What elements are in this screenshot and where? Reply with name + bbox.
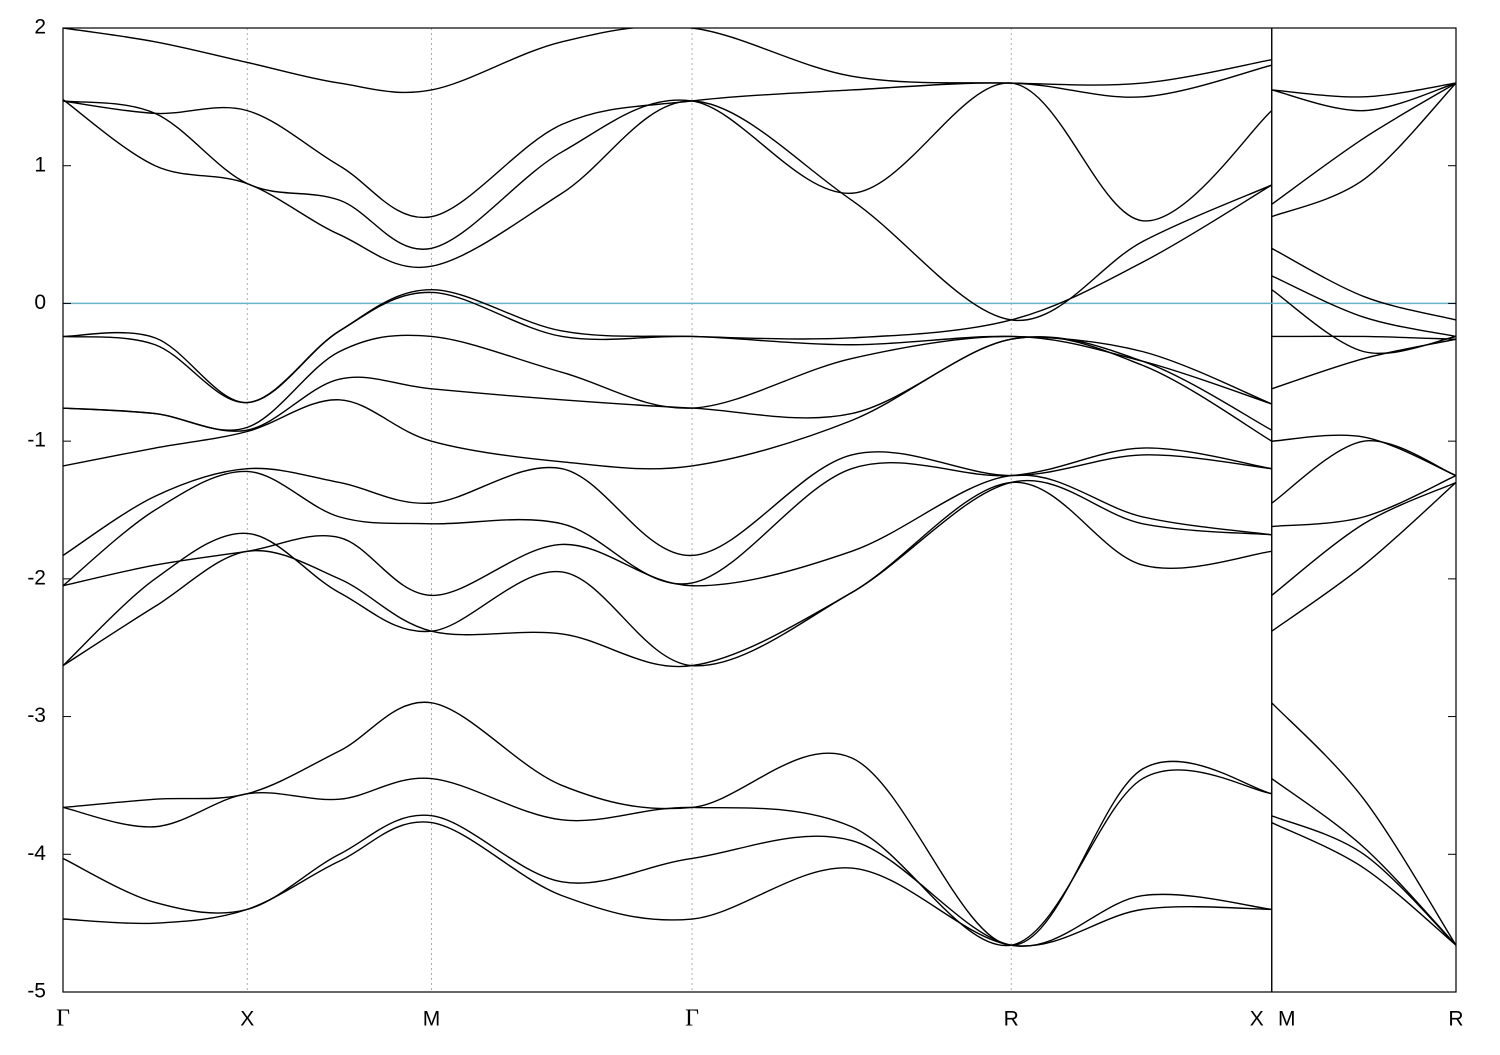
bands-layer — [63, 28, 1456, 947]
band-line — [63, 480, 1456, 667]
band-line — [63, 335, 1456, 432]
y-tick-label: -3 — [27, 704, 46, 727]
x-tick-label: X — [240, 1008, 254, 1031]
band-line — [63, 184, 1456, 404]
x-tick-label: X — [1250, 1008, 1264, 1031]
x-tick-label: M — [1278, 1008, 1296, 1031]
y-tick-label: -1 — [27, 429, 46, 452]
y-tick-label: 0 — [34, 291, 46, 314]
band-line — [63, 814, 1456, 947]
x-tick-label: R — [1004, 1008, 1019, 1031]
band-line — [63, 821, 1456, 947]
band-line — [63, 440, 1456, 587]
band-line — [63, 289, 1456, 431]
band-line — [63, 434, 1456, 557]
y-tick-label: 1 — [34, 153, 46, 176]
y-tick-label: -5 — [27, 980, 46, 1003]
band-line — [63, 701, 1456, 946]
band-line — [63, 82, 1456, 322]
band-line — [63, 481, 1456, 668]
x-tick-label: R — [1448, 1008, 1463, 1031]
band-line — [63, 275, 1456, 405]
band-line — [63, 28, 1456, 98]
grid-layer — [63, 28, 1456, 992]
x-tick-label: Γ — [685, 1006, 699, 1032]
y-tick-label: -2 — [27, 566, 46, 589]
x-tick-label: M — [423, 1008, 441, 1031]
y-tick-label: -4 — [27, 842, 46, 865]
band-line — [63, 769, 1456, 947]
plot-frame — [62, 27, 1457, 993]
band-line — [63, 64, 1456, 219]
y-tick-label: 2 — [34, 16, 46, 39]
band-line — [63, 336, 1456, 470]
x-tick-label: Γ — [56, 1006, 70, 1032]
band-line — [63, 474, 1456, 597]
band-line — [63, 82, 1456, 250]
